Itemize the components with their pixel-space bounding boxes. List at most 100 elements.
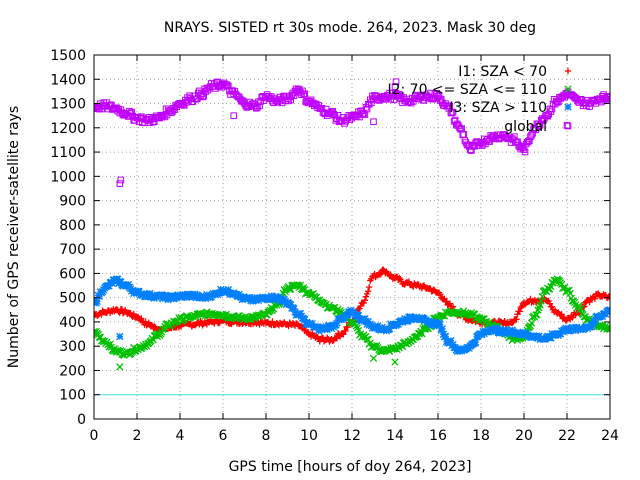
data-point (342, 327, 349, 335)
data-point (435, 92, 443, 99)
data-point (446, 102, 454, 110)
data-point (436, 320, 444, 329)
data-point (200, 92, 207, 100)
data-point (453, 347, 462, 356)
data-point (374, 322, 382, 330)
y-tick-label: 0 (77, 412, 86, 428)
legend-label: global (504, 119, 547, 135)
data-point (443, 298, 450, 306)
x-tick-label: 18 (472, 428, 490, 444)
data-point (366, 339, 374, 347)
data-point (160, 325, 168, 333)
data-point (333, 335, 341, 342)
y-tick-label: 500 (59, 291, 86, 307)
legend-marker (564, 103, 572, 111)
data-point (249, 297, 257, 305)
data-point (570, 324, 579, 332)
data-point (432, 319, 440, 328)
data-point (378, 323, 386, 332)
data-point (121, 306, 129, 314)
data-point (378, 267, 386, 274)
data-point (604, 96, 610, 103)
legend-marker (564, 122, 572, 130)
data-point (130, 310, 137, 318)
data-point (238, 295, 247, 304)
data-point (518, 331, 526, 339)
data-point (451, 343, 459, 352)
y-tick-label: 1100 (50, 145, 86, 161)
data-point (142, 318, 149, 325)
data-point (495, 329, 503, 337)
data-point (215, 320, 222, 327)
data-point (513, 316, 520, 323)
data-point (362, 293, 370, 300)
data-point (605, 95, 610, 103)
legend-label: I2: 70 <= SZA <= 110 (387, 82, 547, 98)
data-point (605, 306, 610, 315)
data-point (336, 315, 344, 323)
data-point (433, 322, 441, 330)
data-point (431, 90, 439, 98)
outlier-point (370, 118, 377, 126)
y-tick-label: 1500 (50, 48, 86, 64)
data-point (543, 111, 550, 119)
data-point (591, 317, 599, 325)
y-tick-label: 100 (59, 388, 86, 404)
y-tick-label: 900 (59, 194, 86, 210)
data-point (400, 280, 407, 288)
legend-marker (564, 67, 572, 75)
y-tick-label: 200 (59, 363, 86, 379)
data-point (313, 323, 322, 331)
data-point (593, 291, 601, 298)
x-tick-label: 16 (429, 428, 447, 444)
data-point (449, 340, 457, 349)
outlier-point (117, 176, 125, 184)
x-tick-label: 22 (558, 428, 576, 444)
legend: I1: SZA < 70 I2: 70 <= SZA <= 110 I3: SZA … (387, 64, 572, 135)
data-point (506, 134, 514, 141)
data-point (162, 291, 170, 299)
data-point (151, 323, 158, 330)
data-point (521, 148, 529, 156)
data-point (366, 283, 373, 291)
data-point (347, 306, 355, 315)
outlier-point (316, 338, 323, 345)
data-point (495, 135, 503, 143)
data-point (161, 113, 169, 121)
x-tick-label: 12 (343, 428, 361, 444)
data-point (548, 303, 556, 311)
x-axis-label: GPS time [hours of doy 264, 2023] (229, 459, 472, 475)
data-point (196, 321, 203, 328)
data-point (110, 276, 119, 284)
data-point (437, 95, 445, 103)
outlier-point (563, 122, 571, 129)
data-point (182, 293, 191, 302)
data-point (508, 319, 516, 327)
outlier-point (176, 100, 184, 107)
data-point (121, 348, 129, 356)
data-point (204, 86, 212, 94)
data-point (385, 325, 394, 333)
data-point (99, 286, 108, 294)
data-point (308, 320, 316, 328)
data-point (364, 288, 372, 295)
data-point (152, 293, 161, 302)
data-point (94, 296, 99, 305)
data-point (141, 293, 150, 301)
outlier-point (369, 354, 378, 362)
axes: 0 2 4 6 8 10 12 14 16 18 20 22 240100200300400500600… (50, 48, 619, 444)
data-point (377, 326, 385, 334)
data-point (591, 295, 599, 302)
data-point (454, 345, 463, 353)
plot-frame (93, 54, 611, 420)
data-point (149, 118, 157, 126)
data-point (557, 311, 564, 319)
y-tick-label: 800 (59, 218, 86, 234)
data-point (323, 325, 331, 334)
legend-label: I1: SZA < 70 (458, 64, 547, 80)
data-point (605, 293, 610, 300)
y-axis-label: Number of GPS receiver-satellite rays (6, 106, 22, 368)
data-point (281, 297, 290, 305)
data-point (94, 297, 101, 306)
data-point (529, 332, 538, 340)
